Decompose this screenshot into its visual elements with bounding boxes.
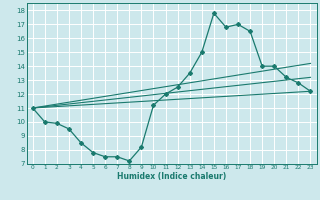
X-axis label: Humidex (Indice chaleur): Humidex (Indice chaleur) (117, 172, 226, 181)
